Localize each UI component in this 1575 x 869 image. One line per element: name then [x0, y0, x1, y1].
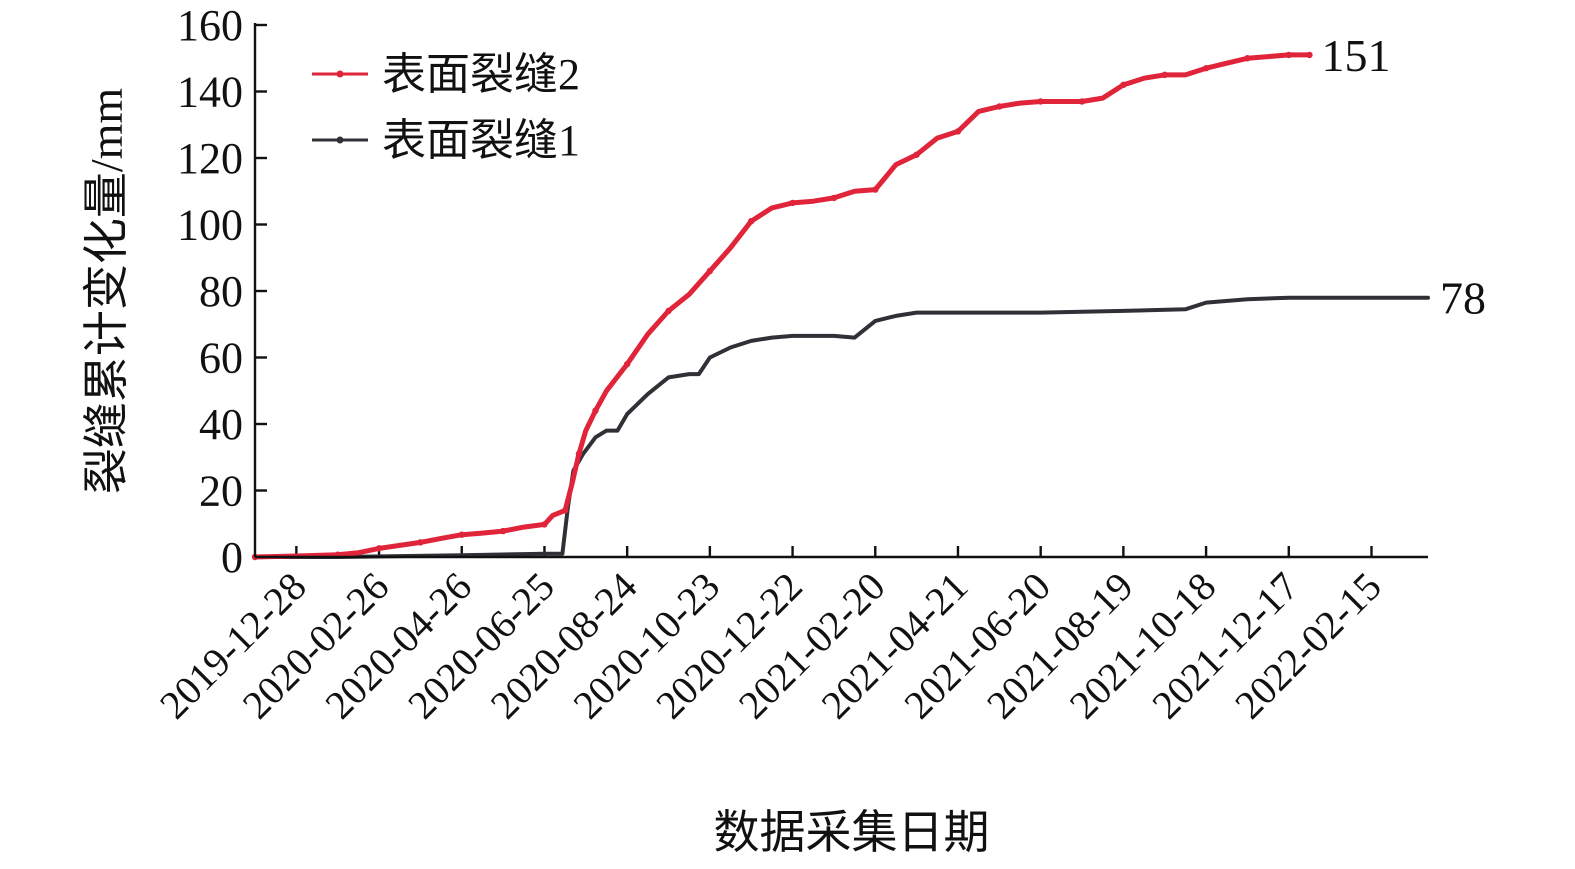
series-point-0-28 [789, 199, 796, 207]
y-tick-label-4: 80 [199, 267, 243, 316]
series-point-0-14 [561, 507, 569, 514]
x-axis-ticks: 2019-12-282020-02-262020-04-262020-06-25… [151, 546, 1390, 727]
series-point-0-44 [1120, 81, 1127, 89]
legend-label-series-1: 表面裂缝1 [382, 116, 580, 165]
series-point-0-20 [623, 360, 631, 368]
series-point-0-22 [665, 307, 672, 315]
y-axis-ticks: 0 20 40 60 80 100 120 140 160 [177, 1, 267, 582]
series-point-0-32 [872, 186, 879, 193]
series-point-0-40 [1037, 98, 1044, 105]
y-tick-label-6: 120 [177, 134, 243, 183]
y-tick-label-7: 140 [177, 68, 243, 117]
series-point-0-12 [541, 521, 548, 528]
series-line-0 [252, 52, 1312, 560]
y-tick-label-0: 0 [221, 533, 243, 582]
series-point-0-24 [706, 267, 714, 275]
series-point-0-10 [499, 527, 507, 535]
series-point-0-18 [592, 407, 599, 414]
legend-marker-series-1 [336, 136, 344, 144]
series-point-0-6 [417, 539, 424, 546]
series-point-0-48 [1202, 65, 1210, 72]
y-tick-label-3: 60 [199, 334, 243, 383]
y-axis-title: 裂缝累计变化量/mm [81, 88, 132, 495]
series-point-0-30 [830, 194, 838, 202]
legend-label-series-2: 表面裂缝2 [382, 50, 580, 99]
x-axis-title: 数据采集日期 [714, 807, 990, 858]
end-value-label-series-2: 151 [1321, 30, 1390, 81]
series-point-0-34 [913, 151, 920, 158]
series-point-0-46 [1161, 71, 1168, 79]
series-point-0-50 [1244, 55, 1251, 62]
legend: 表面裂缝2 表面裂缝1 [312, 50, 580, 165]
y-tick-label-2: 40 [199, 400, 243, 449]
series-point-0-36 [954, 128, 962, 135]
series-point-0-8 [458, 531, 465, 538]
series-point-0-38 [996, 103, 1003, 110]
series-point-0-4 [375, 545, 383, 552]
series-point-0-26 [748, 217, 755, 225]
y-tick-label-1: 20 [199, 467, 243, 516]
series-line-1 [253, 295, 1430, 559]
y-tick-label-5: 100 [177, 201, 243, 250]
series-point-0-53 [1306, 51, 1313, 59]
series-point-0-16 [575, 450, 583, 458]
y-tick-label-8: 160 [177, 1, 243, 50]
legend-marker-series-2 [336, 70, 344, 78]
end-value-label-series-1: 78 [1440, 273, 1486, 324]
series-point-0-42 [1078, 98, 1086, 105]
series-point-0-52 [1285, 51, 1292, 59]
series-layer [251, 51, 1430, 561]
